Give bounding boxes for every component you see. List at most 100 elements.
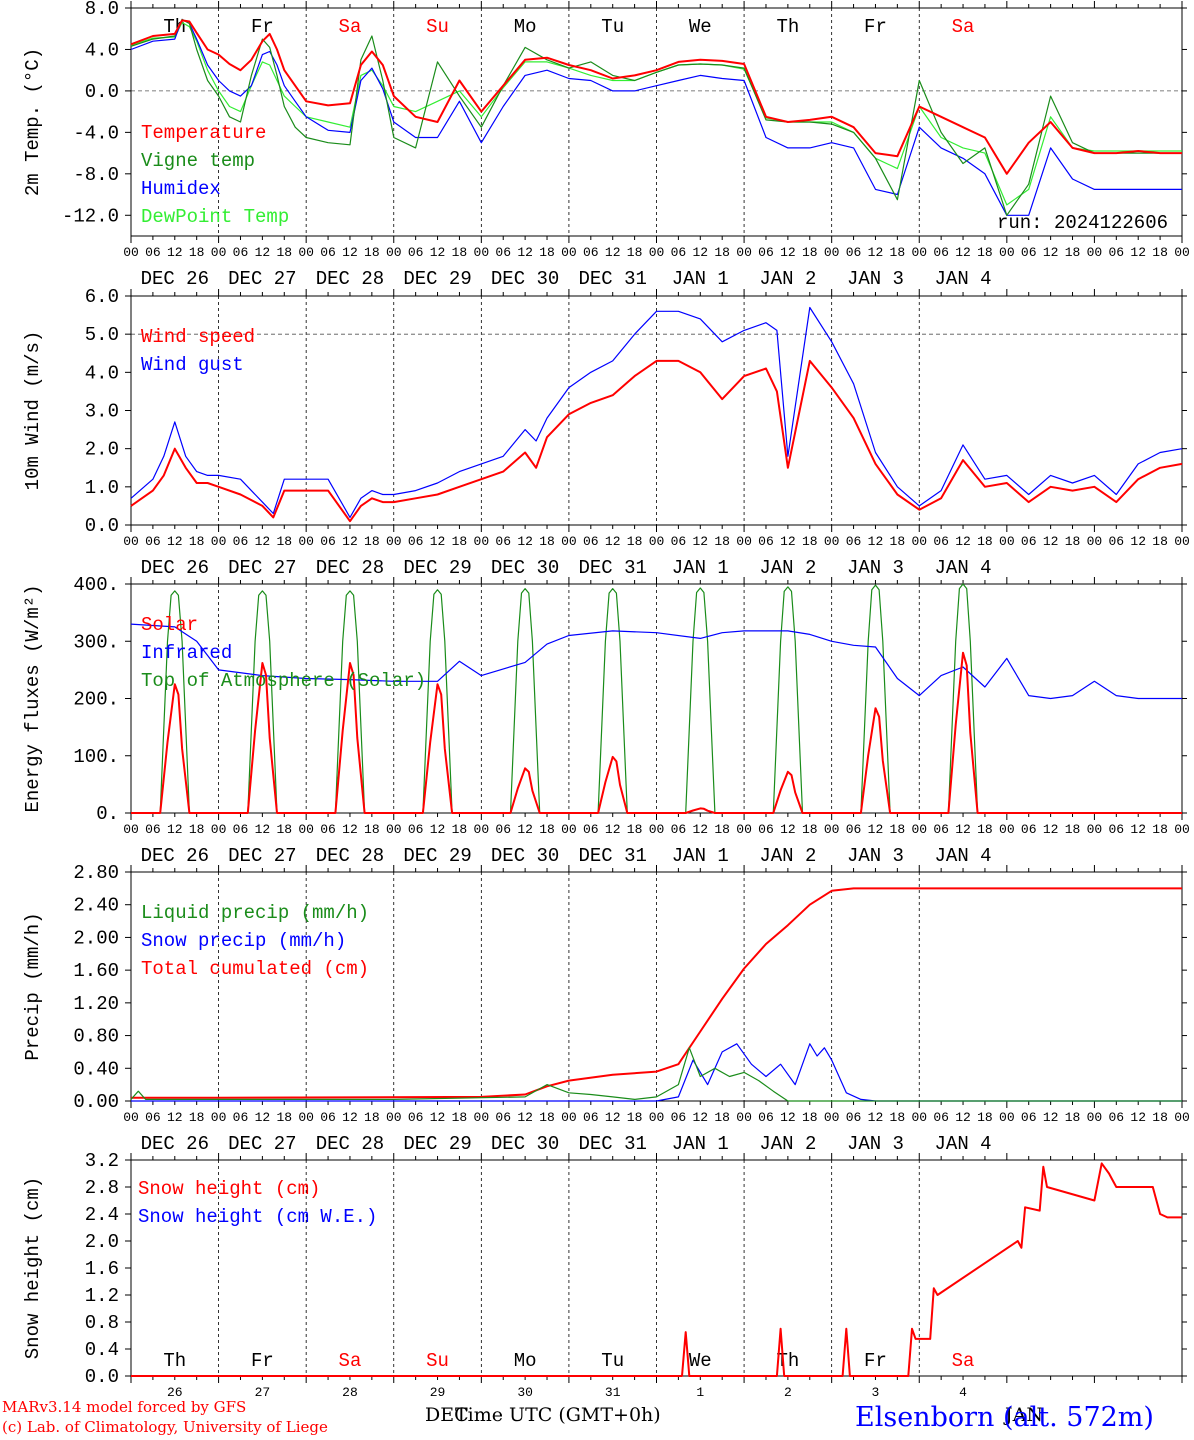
x-hour-label: 06 <box>846 1110 862 1125</box>
x-hour-label: 12 <box>1130 534 1146 549</box>
x-hour-label: 00 <box>911 1110 927 1125</box>
x-day-label: DEC 31 <box>578 1133 646 1155</box>
x-hour-label: 06 <box>145 1110 161 1125</box>
x-hour-label: 06 <box>233 534 249 549</box>
x-hour-label: 06 <box>145 245 161 260</box>
x-day-label: DEC 31 <box>578 268 646 290</box>
y-tick-label: 0.40 <box>73 1058 119 1080</box>
x-day-label: JAN 1 <box>672 845 729 867</box>
x-hour-label: 12 <box>1043 534 1059 549</box>
series-line <box>130 623 1182 700</box>
x-hour-label: 18 <box>1152 1110 1168 1125</box>
x-hour-label: 06 <box>1021 245 1037 260</box>
x-hour-label: 12 <box>430 822 446 837</box>
run-label: run: 2024122606 <box>997 212 1168 234</box>
x-hour-label: 00 <box>386 1110 402 1125</box>
x-hour-label: 06 <box>758 534 774 549</box>
y-tick-label: -4.0 <box>73 122 119 144</box>
y-tick-label: 0.0 <box>85 81 119 103</box>
x-hour-label: 06 <box>1021 822 1037 837</box>
footer-credit-1: MARv3.14 model forced by GFS <box>2 1398 247 1416</box>
x-hour-label: 06 <box>583 822 599 837</box>
x-hour-label: 12 <box>605 822 621 837</box>
series-line <box>131 1162 1182 1377</box>
x-hour-label: 12 <box>1130 245 1146 260</box>
x-day-label: DEC 29 <box>403 268 471 290</box>
x-hour-label: 18 <box>189 1110 205 1125</box>
x-day-label: DEC 30 <box>491 1133 559 1155</box>
panel-5: 3.2 2.8 2.4 2.0 1.6 1.2 0.8 0.4 0.0 Snow height (… <box>22 1150 1187 1400</box>
weekday-label: Sa <box>339 1350 362 1372</box>
x-hour-label: 18 <box>1065 534 1081 549</box>
x-hour-label: 06 <box>933 534 949 549</box>
y-tick-label: 0.0 <box>85 1366 119 1388</box>
y-tick-label: 0.0 <box>85 515 119 537</box>
x-hour-label: 18 <box>452 534 468 549</box>
x-hour-label: 12 <box>605 1110 621 1125</box>
x-day-label: JAN 4 <box>935 1133 992 1155</box>
x-hour-label: 00 <box>474 534 490 549</box>
x-day-label: DEC 26 <box>141 845 209 867</box>
x-hour-label: 06 <box>320 1110 336 1125</box>
x-hour-label: 12 <box>517 822 533 837</box>
panel-1: 8.0 4.0 0.0 -4.0 -8.0 -12.0 2m Temp. (°C) 00 06 1… <box>22 0 1190 290</box>
x-hour-label: 12 <box>692 534 708 549</box>
x-day-label: JAN 3 <box>847 1133 904 1155</box>
x-day-label: JAN 3 <box>847 557 904 579</box>
x-hour-label: 06 <box>145 822 161 837</box>
x-hour-label: 00 <box>561 822 577 837</box>
x-hour-label: 12 <box>342 534 358 549</box>
legend-entry: Snow height (cm) <box>138 1178 320 1200</box>
x-hour-label: 00 <box>1174 534 1190 549</box>
x-hour-label: 12 <box>868 1110 884 1125</box>
weekday-label: Fr <box>251 16 274 38</box>
legend-entry: Solar <box>141 614 198 636</box>
series-line <box>130 306 1183 519</box>
y-tick-label: 200. <box>73 689 119 711</box>
y-axis-label: Snow height (cm) <box>22 1177 44 1359</box>
x-hour-label: 00 <box>1087 534 1103 549</box>
x-day-label: JAN 1 <box>672 557 729 579</box>
x-hour-label: 06 <box>933 245 949 260</box>
legend-entry: Top of Atmosphere (Solar) <box>141 670 426 692</box>
x-hour-label: 00 <box>1087 245 1103 260</box>
x-hour-label: 12 <box>430 534 446 549</box>
x-day-label: JAN 1 <box>672 268 729 290</box>
x-hour-label: 00 <box>298 245 314 260</box>
x-hour-label: 12 <box>342 245 358 260</box>
x-day-label: DEC 26 <box>141 557 209 579</box>
footer-credit-2: (c) Lab. of Climatology, University of L… <box>2 1418 328 1436</box>
x-day-number: 3 <box>872 1385 880 1400</box>
x-hour-label: 06 <box>1109 822 1125 837</box>
x-hour-label: 18 <box>627 534 643 549</box>
x-hour-label: 18 <box>276 1110 292 1125</box>
y-tick-label: 2.0 <box>85 439 119 461</box>
x-day-label: DEC 31 <box>578 557 646 579</box>
legend-entry: DewPoint Temp <box>141 206 289 228</box>
weekday-label: Fr <box>251 1350 274 1372</box>
x-hour-label: 06 <box>846 245 862 260</box>
x-hour-label: 18 <box>714 534 730 549</box>
x-hour-label: 12 <box>780 534 796 549</box>
weekday-label: Th <box>163 1350 186 1372</box>
x-hour-label: 06 <box>583 534 599 549</box>
x-hour-label: 12 <box>255 245 271 260</box>
x-hour-label: 18 <box>539 245 555 260</box>
y-tick-label: 2.0 <box>85 1231 119 1253</box>
x-day-label: JAN 2 <box>759 845 816 867</box>
x-hour-label: 00 <box>911 822 927 837</box>
x-hour-label: 12 <box>955 1110 971 1125</box>
x-hour-label: 18 <box>1152 245 1168 260</box>
x-hour-label: 12 <box>780 1110 796 1125</box>
x-hour-label: 06 <box>233 1110 249 1125</box>
x-hour-label: 12 <box>342 1110 358 1125</box>
x-hour-label: 06 <box>495 1110 511 1125</box>
weekday-label: Sa <box>952 1350 975 1372</box>
x-hour-label: 00 <box>298 534 314 549</box>
x-day-label: DEC 27 <box>228 557 296 579</box>
x-day-label: DEC 30 <box>491 557 559 579</box>
x-hour-label: 18 <box>539 822 555 837</box>
x-hour-label: 12 <box>1043 245 1059 260</box>
x-hour-label: 12 <box>342 822 358 837</box>
x-day-label: DEC 28 <box>316 557 384 579</box>
